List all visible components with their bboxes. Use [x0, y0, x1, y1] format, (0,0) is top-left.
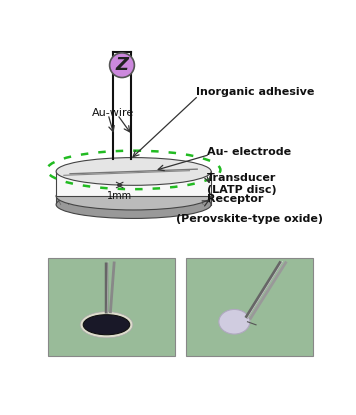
Ellipse shape: [80, 312, 133, 338]
Text: Receptor: Receptor: [207, 194, 264, 204]
Ellipse shape: [56, 158, 211, 186]
Ellipse shape: [56, 191, 211, 218]
Text: (Perovskite-type oxide): (Perovskite-type oxide): [176, 214, 323, 224]
Ellipse shape: [219, 310, 250, 334]
FancyBboxPatch shape: [186, 258, 313, 356]
Polygon shape: [56, 196, 211, 205]
Circle shape: [110, 53, 135, 78]
Text: Transducer
(LATP disc): Transducer (LATP disc): [207, 173, 277, 195]
Text: Au-wire: Au-wire: [91, 108, 134, 118]
Polygon shape: [56, 171, 211, 196]
Text: Inorganic adhesive: Inorganic adhesive: [197, 87, 315, 97]
Ellipse shape: [56, 182, 211, 210]
FancyBboxPatch shape: [48, 258, 175, 356]
Text: Au- electrode: Au- electrode: [207, 147, 291, 157]
Text: 1mm: 1mm: [107, 191, 132, 201]
Ellipse shape: [83, 315, 130, 335]
Text: Z: Z: [115, 56, 129, 74]
